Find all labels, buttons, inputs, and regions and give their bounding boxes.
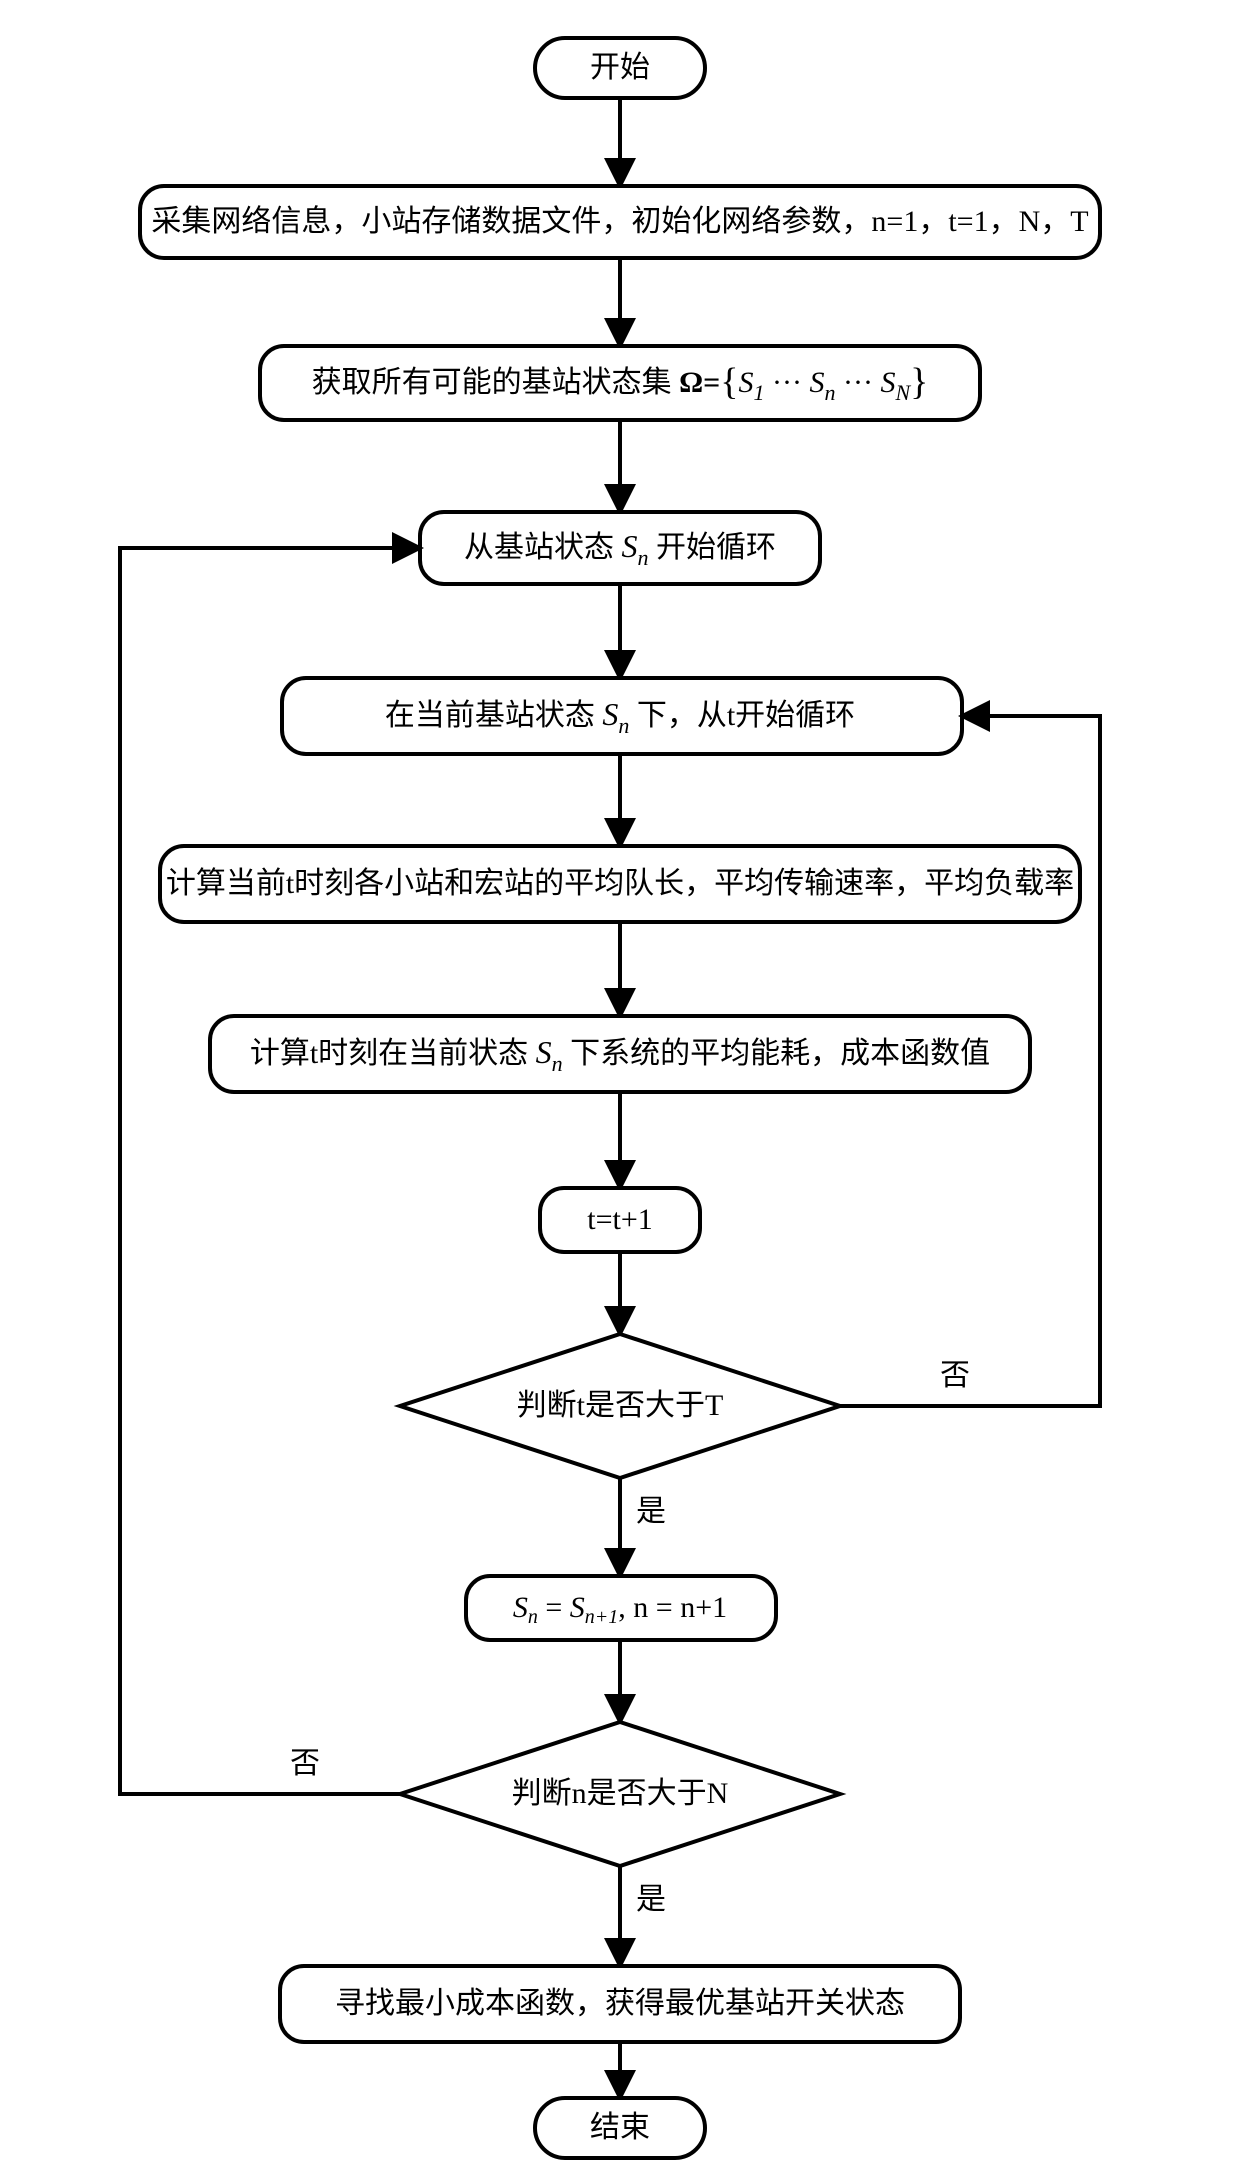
dec-t-no-label: 否 bbox=[940, 1359, 970, 1392]
dec-n-yes-label: 是 bbox=[636, 1883, 666, 1916]
node-dec-n: 判断n是否大于N bbox=[400, 1722, 840, 1866]
start-label: 开始 bbox=[590, 51, 650, 84]
flowchart: 开始 采集网络信息，小站存储数据文件，初始化网络参数，n=1，t=1，N，T 获… bbox=[0, 0, 1240, 2164]
node-loop-t: 在当前基站状态 Sn 下，从t开始循环 bbox=[282, 678, 962, 754]
dec-n-no-label: 否 bbox=[290, 1747, 320, 1780]
node-loop-n: 从基站状态 Sn 开始循环 bbox=[420, 512, 820, 584]
node-dec-t: 判断t是否大于T bbox=[400, 1334, 840, 1478]
node-calc2: 计算t时刻在当前状态 Sn 下系统的平均能耗，成本函数值 bbox=[210, 1016, 1030, 1092]
node-end: 结束 bbox=[535, 2098, 705, 2158]
node-calc1: 计算当前t时刻各小站和宏站的平均队长，平均传输速率，平均负载率 bbox=[160, 846, 1080, 922]
dec-t-label: 判断t是否大于T bbox=[517, 1389, 724, 1422]
node-start: 开始 bbox=[535, 38, 705, 98]
inc-t-label: t=t+1 bbox=[587, 1203, 653, 1236]
calc1-label: 计算当前t时刻各小站和宏站的平均队长，平均传输速率，平均负载率 bbox=[166, 867, 1074, 900]
inc-n-label: Sn = Sn+1, n = n+1 bbox=[513, 1591, 727, 1628]
node-omega: 获取所有可能的基站状态集 Ω={S1 ··· Sn ··· SN} bbox=[260, 346, 980, 420]
init-label: 采集网络信息，小站存储数据文件，初始化网络参数，n=1，t=1，N，T bbox=[151, 205, 1088, 238]
loop-n-label: 从基站状态 Sn 开始循环 bbox=[464, 528, 776, 570]
node-inc-t: t=t+1 bbox=[540, 1188, 700, 1252]
node-find: 寻找最小成本函数，获得最优基站开关状态 bbox=[280, 1966, 960, 2042]
end-label: 结束 bbox=[590, 2111, 650, 2144]
find-label: 寻找最小成本函数，获得最优基站开关状态 bbox=[335, 1987, 905, 2020]
dec-n-label: 判断n是否大于N bbox=[512, 1777, 729, 1810]
calc2-label: 计算t时刻在当前状态 Sn 下系统的平均能耗，成本函数值 bbox=[250, 1034, 990, 1076]
dec-t-yes-label: 是 bbox=[636, 1495, 666, 1528]
node-init: 采集网络信息，小站存储数据文件，初始化网络参数，n=1，t=1，N，T bbox=[140, 186, 1100, 258]
node-inc-n: Sn = Sn+1, n = n+1 bbox=[466, 1576, 776, 1640]
omega-label: 获取所有可能的基站状态集 Ω={S1 ··· Sn ··· SN} bbox=[312, 361, 929, 405]
